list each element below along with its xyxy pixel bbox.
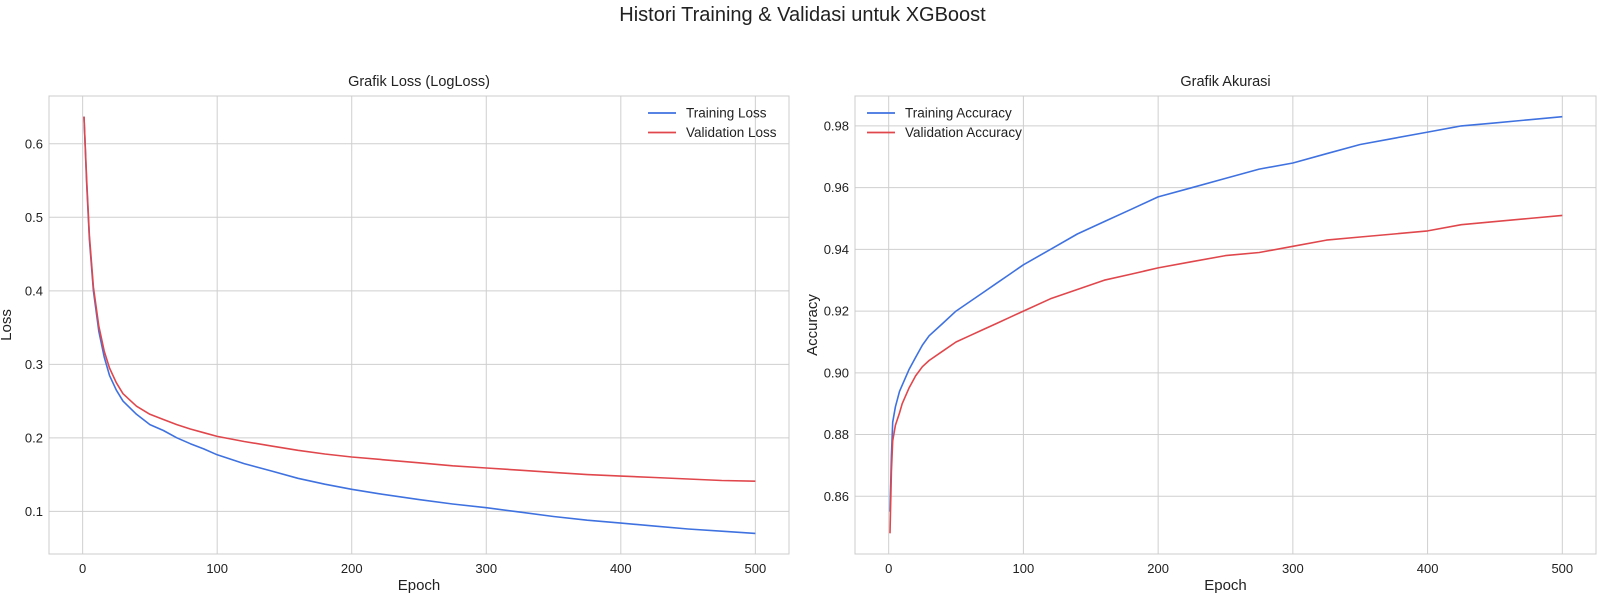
plot-frame: [48, 95, 790, 555]
y-tick-label: 0.92: [824, 304, 849, 319]
plot-frame: [854, 95, 1597, 555]
y-tick-label: 0.96: [824, 180, 849, 195]
y-tick-label: 0.98: [824, 118, 849, 133]
y-tick-label: 0.1: [25, 504, 43, 519]
y-axis-label: Loss: [0, 309, 15, 341]
y-tick-label: 0.94: [824, 242, 849, 257]
x-tick-label: 400: [610, 561, 632, 576]
chart-title: Grafik Akurasi: [1180, 74, 1270, 90]
series-line-training-accuracy: [889, 115, 1563, 512]
y-axis-label: Accuracy: [804, 294, 821, 356]
x-tick-label: 200: [341, 561, 363, 576]
legend: Training Loss Validation Loss: [648, 106, 777, 140]
x-axis-label: Epoch: [1204, 577, 1247, 594]
y-tick-label: 0.4: [25, 283, 43, 298]
y-tick-label: 0.88: [824, 427, 849, 442]
legend-label: Validation Accuracy: [905, 125, 1022, 140]
x-tick-label: 300: [475, 561, 497, 576]
x-tick-label: 0: [885, 561, 892, 576]
y-tick-label: 0.2: [25, 430, 43, 445]
series-line-validation-loss: [83, 116, 756, 482]
x-axis-label: Epoch: [398, 577, 441, 594]
x-tick-label: 100: [206, 561, 228, 576]
y-tick-label: 0.5: [25, 210, 43, 225]
legend-label: Training Loss: [686, 106, 767, 121]
legend-label: Validation Loss: [686, 125, 777, 140]
y-tick-label: 0.86: [824, 489, 849, 504]
y-tick-label: 0.3: [25, 357, 43, 372]
x-tick-label: 500: [745, 561, 767, 576]
x-tick-label: 100: [1013, 561, 1035, 576]
x-tick-label: 300: [1282, 561, 1304, 576]
legend-label: Training Accuracy: [905, 106, 1012, 121]
y-tick-label: 0.90: [824, 365, 849, 380]
x-tick-label: 400: [1417, 561, 1439, 576]
figure-title: Histori Training & Validasi untuk XGBoos…: [619, 4, 986, 26]
loss-chart-panel: Grafik Loss (LogLoss) 0 100 200 300 400 500 0.1…: [0, 74, 790, 594]
legend: Training Accuracy Validation Accuracy: [867, 106, 1022, 140]
chart-title: Grafik Loss (LogLoss): [348, 74, 490, 90]
y-tick-label: 0.6: [25, 136, 43, 151]
x-tick-label: 200: [1147, 561, 1169, 576]
x-tick-label: 0: [79, 561, 86, 576]
series-line-validation-accuracy: [889, 214, 1563, 534]
series-line-training-loss: [83, 116, 756, 535]
x-tick-label: 500: [1551, 561, 1573, 576]
accuracy-chart-panel: Grafik Akurasi 0 100 200 300 400 500 0.86 0.88 0.…: [804, 74, 1597, 594]
